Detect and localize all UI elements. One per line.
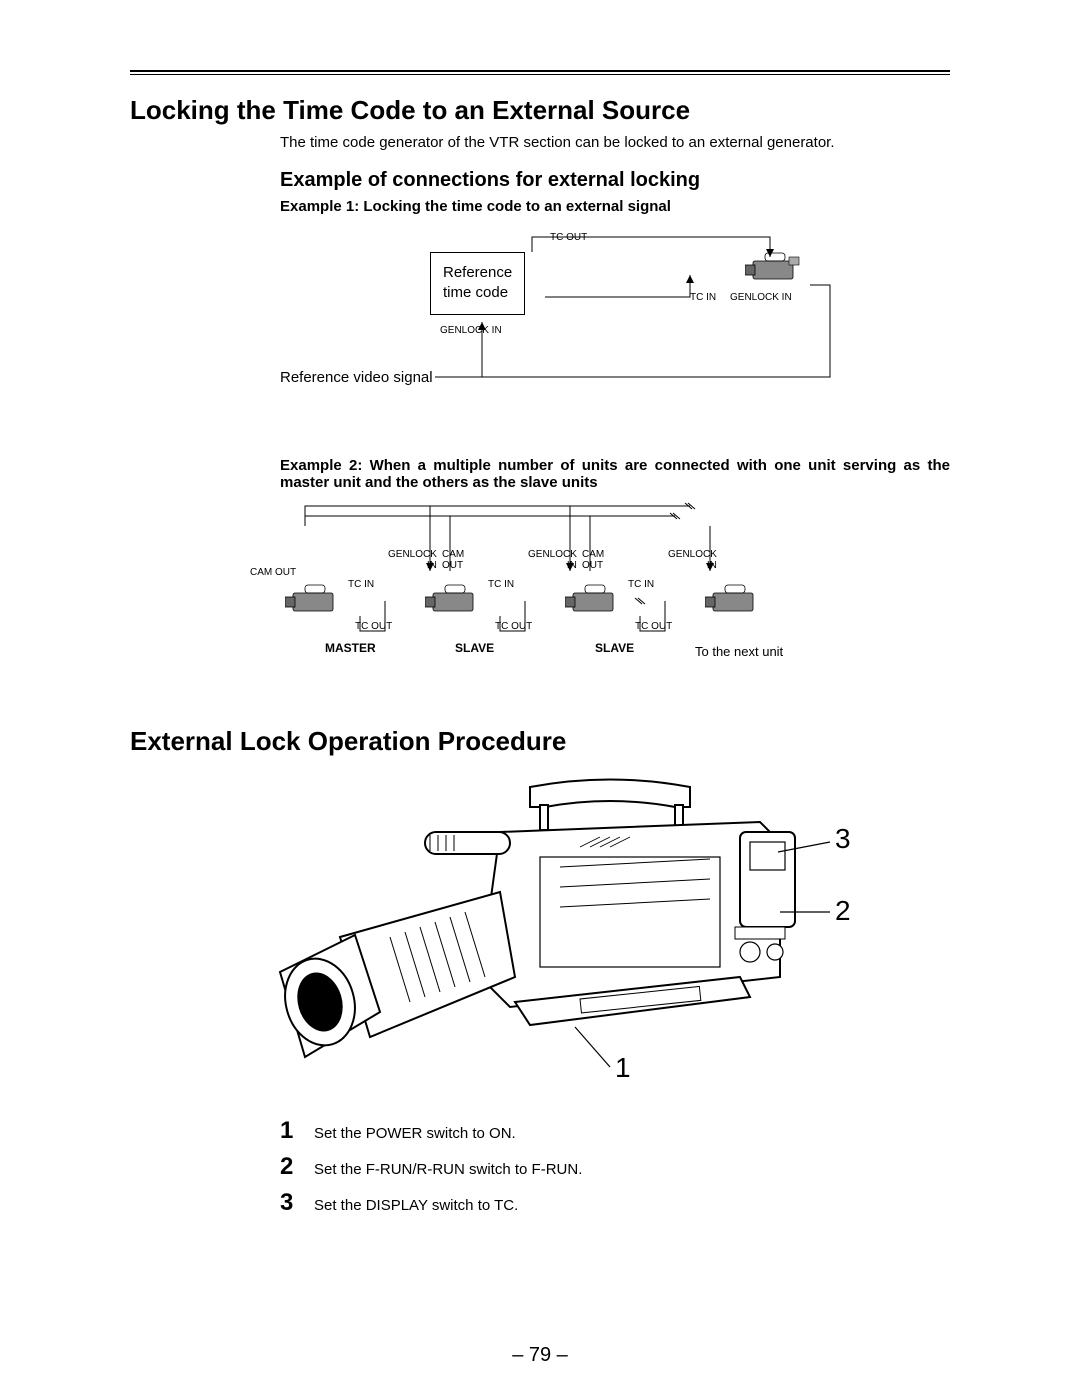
camera-icon-slave3 — [705, 581, 765, 617]
tc-out-label-u2: TC OUT — [495, 621, 532, 632]
cam-out-label-u2: CAM OUT — [442, 549, 464, 571]
callout-2: 2 — [835, 895, 851, 927]
page-number: – 79 – — [0, 1344, 1080, 1367]
step-row: 1 Set the POWER switch to ON. — [280, 1117, 950, 1145]
genlock-in-label2: GENLOCK IN — [730, 292, 792, 303]
ref-line1: Reference — [443, 264, 512, 281]
step-number: 1 — [280, 1117, 302, 1145]
camera-icon-slave1 — [425, 581, 485, 617]
step-text: Set the POWER switch to ON. — [314, 1125, 516, 1142]
tc-in-label-u2: TC IN — [348, 579, 374, 590]
step-row: 2 Set the F-RUN/R-RUN switch to F-RUN. — [280, 1153, 950, 1181]
tc-in-label-u3: TC IN — [488, 579, 514, 590]
step-number: 2 — [280, 1153, 302, 1181]
tc-out-label-u3: TC OUT — [635, 621, 672, 632]
callout-1: 1 — [615, 1052, 631, 1084]
manual-page: Locking the Time Code to an External Sou… — [0, 0, 1080, 1397]
reference-box: Reference time code — [430, 252, 525, 315]
diagram2-lines — [130, 501, 950, 701]
genlock-in-label-u4: GENLOCK IN — [668, 549, 717, 571]
diagram1-lines — [130, 227, 950, 427]
callout-3: 3 — [835, 823, 851, 855]
slave-label-1: SLAVE — [455, 641, 494, 655]
tc-in-label-u4: TC IN — [628, 579, 654, 590]
genlock-in-label: GENLOCK IN — [440, 325, 502, 336]
diagram-example1: Reference time code GENLOCK IN TC OUT TC… — [130, 227, 950, 427]
step-row: 3 Set the DISPLAY switch to TC. — [280, 1189, 950, 1217]
example2-label: Example 2: When a multiple number of uni… — [130, 457, 950, 491]
camera-icon-slave2 — [565, 581, 625, 617]
genlock-in-label-u2: GENLOCK IN — [388, 549, 437, 571]
section2-title: External Lock Operation Procedure — [130, 726, 950, 757]
tc-out-label-u1: TC OUT — [355, 621, 392, 632]
intro-text: The time code generator of the VTR secti… — [130, 134, 950, 151]
ref-video-label: Reference video signal — [280, 369, 433, 386]
genlock-in-label-u3: GENLOCK IN — [528, 549, 577, 571]
procedure-steps: 1 Set the POWER switch to ON. 2 Set the … — [130, 1117, 950, 1217]
camera-icon-master — [285, 581, 345, 617]
step-text: Set the F-RUN/R-RUN switch to F-RUN. — [314, 1161, 582, 1178]
step-text: Set the DISPLAY switch to TC. — [314, 1197, 518, 1214]
top-rule — [130, 70, 950, 75]
camera-icon — [745, 249, 805, 285]
subsection-title: Example of connections for external lock… — [130, 169, 950, 192]
cam-out-label-u3: CAM OUT — [582, 549, 604, 571]
big-camera-figure: 3 2 1 — [130, 767, 950, 1097]
to-next-label: To the next unit — [695, 644, 783, 659]
cam-out-label: CAM OUT — [250, 567, 296, 578]
ref-line2: time code — [443, 284, 508, 301]
master-label: MASTER — [325, 641, 376, 655]
big-camera-illustration — [130, 767, 950, 1097]
tc-in-label: TC IN — [690, 292, 716, 303]
example1-label: Example 1: Locking the time code to an e… — [130, 198, 950, 215]
step-number: 3 — [280, 1189, 302, 1217]
diagram-example2: CAM OUT GENLOCK IN CAM OUT TC IN GENLOCK… — [130, 501, 950, 701]
slave-label-2: SLAVE — [595, 641, 634, 655]
tc-out-label: TC OUT — [550, 232, 587, 243]
section-title: Locking the Time Code to an External Sou… — [130, 95, 950, 126]
